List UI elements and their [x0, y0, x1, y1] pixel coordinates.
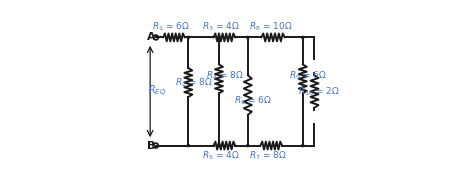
Circle shape — [247, 145, 249, 147]
Text: $R_{1}$ = 6Ω: $R_{1}$ = 6Ω — [152, 21, 190, 33]
Text: $R_{4}$ = 8Ω: $R_{4}$ = 8Ω — [206, 69, 244, 82]
Text: $R_{7}$ = 8Ω: $R_{7}$ = 8Ω — [249, 149, 287, 162]
Text: A: A — [146, 32, 155, 42]
Text: $R_{2}$ = 8Ω: $R_{2}$ = 8Ω — [175, 76, 213, 89]
Text: $R_{6}$ = 6Ω: $R_{6}$ = 6Ω — [234, 94, 272, 107]
Text: $R_{3}$ = 4Ω: $R_{3}$ = 4Ω — [202, 21, 240, 33]
Circle shape — [187, 145, 190, 147]
Circle shape — [218, 145, 220, 147]
Text: $R_{EQ}$: $R_{EQ}$ — [148, 84, 166, 99]
Circle shape — [301, 36, 304, 38]
Text: B: B — [146, 141, 155, 151]
Circle shape — [218, 36, 220, 38]
Text: $R_{8}$ = 10Ω: $R_{8}$ = 10Ω — [248, 21, 292, 33]
Circle shape — [247, 36, 249, 38]
Text: $R_{5}$ = 4Ω: $R_{5}$ = 4Ω — [202, 149, 240, 162]
Circle shape — [187, 36, 190, 38]
Text: $R_{9}$ = 6Ω: $R_{9}$ = 6Ω — [289, 69, 327, 82]
Text: $R_{10}$ = 2Ω: $R_{10}$ = 2Ω — [298, 85, 340, 98]
Circle shape — [301, 145, 304, 147]
